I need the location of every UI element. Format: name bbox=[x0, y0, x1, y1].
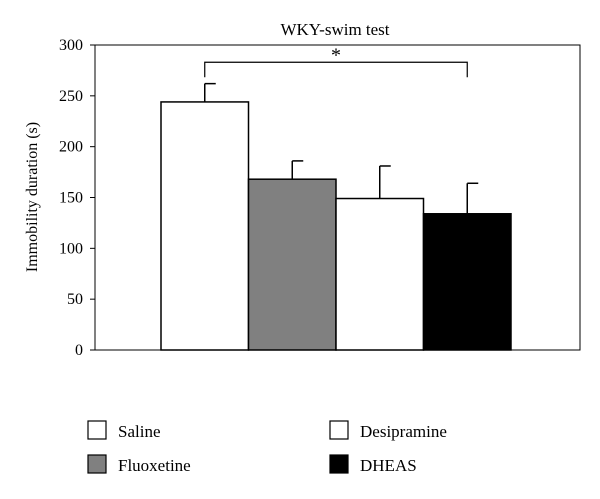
y-tick-label: 50 bbox=[67, 291, 83, 308]
legend-swatch bbox=[87, 454, 107, 474]
legend-label: Fluoxetine bbox=[118, 456, 191, 475]
significance-marker: * bbox=[331, 44, 341, 66]
legend-swatch bbox=[87, 420, 107, 440]
legend-label: DHEAS bbox=[360, 456, 417, 475]
y-tick-label: 200 bbox=[59, 139, 83, 156]
y-tick-label: 0 bbox=[75, 342, 83, 359]
y-tick-label: 300 bbox=[59, 37, 83, 54]
plot-area: 0 50 100 150 200 250 300 * bbox=[59, 37, 581, 359]
chart-title: WKY-swim test bbox=[280, 20, 389, 39]
y-tick-label: 100 bbox=[59, 240, 83, 257]
error-bar-saline bbox=[204, 82, 216, 102]
legend-label: Desipramine bbox=[360, 422, 447, 441]
y-axis-label: Immobility duration (s) bbox=[24, 122, 41, 272]
legend-item-saline: Saline bbox=[87, 420, 161, 441]
error-bars bbox=[204, 82, 479, 214]
error-bar-dheas bbox=[466, 182, 479, 214]
bar-saline bbox=[160, 101, 250, 351]
bar-fluoxetine bbox=[247, 178, 337, 351]
y-axis: 0 50 100 150 200 250 300 bbox=[59, 37, 95, 359]
legend-swatch bbox=[329, 420, 349, 440]
legend-item-dheas: DHEAS bbox=[329, 454, 417, 475]
significance-bracket: * bbox=[204, 44, 468, 78]
legend: Saline Desipramine Fluoxetine DHEAS bbox=[87, 420, 447, 475]
y-tick-label: 150 bbox=[59, 190, 83, 207]
legend-item-fluoxetine: Fluoxetine bbox=[87, 454, 191, 475]
error-bar-desipramine bbox=[379, 165, 391, 199]
bars bbox=[160, 101, 512, 351]
legend-item-desipramine: Desipramine bbox=[329, 420, 447, 441]
error-bar-fluoxetine bbox=[291, 160, 304, 180]
legend-label: Saline bbox=[118, 422, 161, 441]
significance-bracket-line bbox=[204, 61, 468, 78]
y-tick-label: 250 bbox=[59, 88, 83, 105]
bar-dheas bbox=[422, 213, 512, 351]
legend-swatch bbox=[329, 454, 349, 474]
bar-desipramine bbox=[335, 197, 425, 351]
